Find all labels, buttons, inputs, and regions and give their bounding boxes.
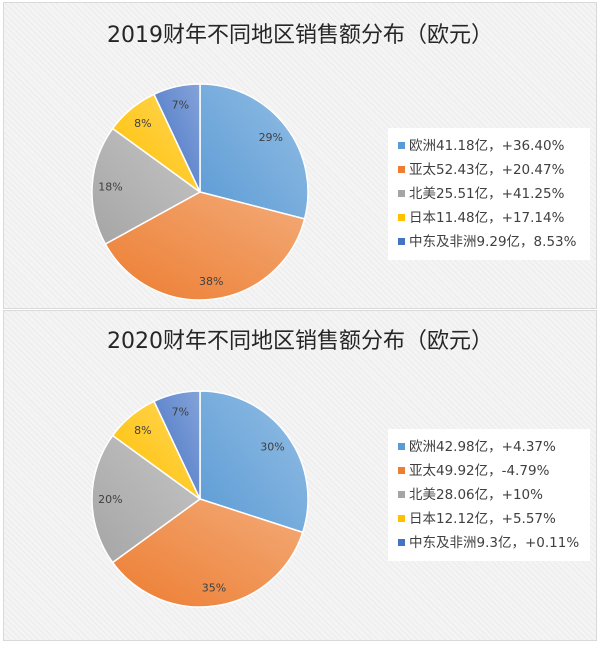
chart-title: 2020财年不同地区销售额分布（欧元） — [107, 329, 493, 354]
legend-item-apac: 亚太52.43亿，+20.47% — [398, 158, 590, 182]
pie-slice-apac — [104, 191, 306, 301]
data-label-north-america: 18% — [98, 180, 122, 193]
legend-swatch — [398, 165, 405, 173]
legend-swatch — [398, 141, 405, 149]
legend-item-mea: 中东及非洲9.29亿，8.53% — [398, 230, 590, 254]
legend-item-north-america: 北美25.51亿，+41.25% — [398, 182, 590, 206]
data-label-apac: 38% — [199, 275, 223, 288]
data-label-europe: 29% — [259, 131, 283, 144]
legend-swatch — [398, 514, 405, 522]
chart-title: 2019财年不同地区销售额分布（欧元） — [107, 23, 493, 48]
pie-slice-north-america — [91, 434, 202, 564]
legend-swatch — [398, 237, 405, 245]
chart-panel-2020: 2020财年不同地区销售额分布（欧元） 30% 35% 20% 8% 7% 欧洲42.9… — [3, 310, 597, 641]
legend-item-europe: 欧洲41.18亿，+36.40% — [398, 134, 590, 158]
legend-swatch — [398, 490, 405, 498]
legend-item-apac: 亚太49.92亿，-4.79% — [398, 459, 590, 483]
legend-item-north-america: 北美28.06亿，+10% — [398, 483, 590, 507]
data-label-japan: 8% — [134, 117, 151, 130]
data-label-europe: 30% — [260, 440, 284, 453]
pie-slice-europe — [199, 390, 309, 534]
legend-item-mea: 中东及非洲9.3亿，+0.11% — [398, 531, 590, 555]
legend-swatch — [398, 213, 405, 221]
legend-swatch — [398, 442, 405, 450]
data-label-mea: 7% — [172, 99, 189, 112]
data-label-japan: 8% — [134, 424, 151, 437]
legend: 欧洲42.98亿，+4.37% 亚太49.92亿，-4.79% 北美28.06亿… — [388, 429, 590, 561]
legend: 欧洲41.18亿，+36.40% 亚太52.43亿，+20.47% 北美25.5… — [388, 128, 590, 260]
pie-slice-europe — [199, 83, 309, 220]
pie-chart: 30% 35% 20% 8% 7% — [91, 390, 309, 608]
pie-slice-apac — [111, 498, 304, 608]
legend-item-japan: 日本12.12亿，+5.57% — [398, 507, 590, 531]
pie-slice-mea — [153, 83, 201, 193]
legend-swatch — [398, 189, 405, 197]
pie-chart: 29% 38% 18% 8% 7% — [91, 83, 309, 301]
legend-item-japan: 日本11.48亿，+17.14% — [398, 206, 590, 230]
legend-item-europe: 欧洲42.98亿，+4.37% — [398, 435, 590, 459]
chart-panel-2019: 2019财年不同地区销售额分布（欧元） 29% 38% 18% 8% 7% 欧洲41.1… — [3, 2, 597, 309]
data-label-north-america: 20% — [98, 493, 122, 506]
pie-slice-north-america — [91, 127, 202, 246]
legend-swatch — [398, 466, 405, 474]
legend-swatch — [398, 538, 405, 546]
data-label-apac: 35% — [202, 582, 226, 595]
pie-slice-mea — [153, 390, 201, 500]
data-label-mea: 7% — [172, 406, 189, 419]
